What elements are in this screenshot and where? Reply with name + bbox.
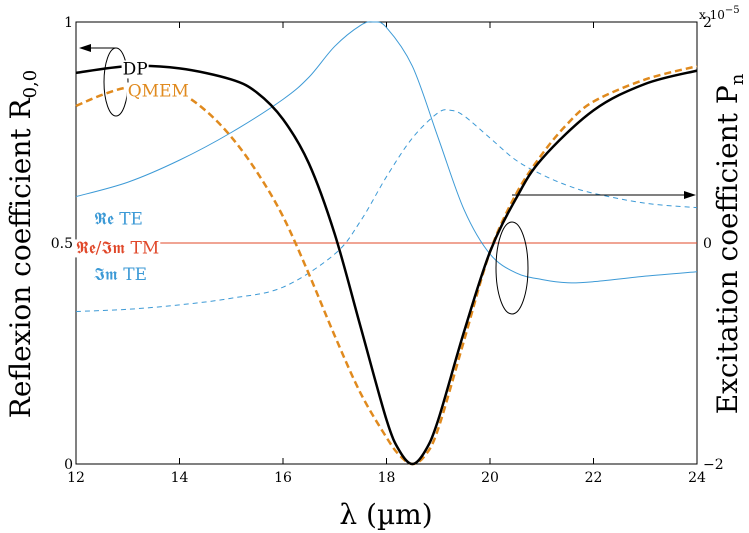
x-tick-label: 22: [585, 470, 603, 486]
left-axis-indicator-ellipse: [103, 47, 129, 117]
axis-indicators: [79, 44, 696, 315]
series-line-im-te: [75, 109, 698, 313]
x-tick-label: 14: [171, 470, 189, 486]
x-tick-label: 18: [378, 470, 396, 486]
right-arrow-icon: [684, 191, 696, 199]
y-left-tick-label: 0: [64, 457, 73, 473]
right-axis-label-sub: n: [727, 73, 748, 85]
x-tick-label: 24: [688, 470, 706, 486]
series-line-re-te: [75, 21, 698, 284]
annotation-background: [126, 82, 190, 101]
right-axis-multiplier-exp: −5: [725, 5, 740, 16]
series-line-dp: [75, 64, 698, 466]
y-left-tick-label: 0.5: [51, 236, 73, 252]
series-line-qmem: [75, 64, 698, 466]
right-axis-indicator-ellipse: [495, 221, 529, 315]
annotation-label: DP: [123, 59, 148, 79]
y-right-tick-label: 0: [703, 236, 712, 252]
x-axis-label: λ (µm): [339, 498, 432, 531]
x-tick-label: 20: [481, 470, 499, 486]
annotation-background: [93, 265, 149, 284]
annotation-background: [93, 210, 144, 229]
left-axis-label: Reflexion coefficient R0,0: [4, 70, 41, 419]
tick-labels: 12 14 16 18 20 22 24 0 0.5 1 −2 0 2: [51, 15, 724, 486]
series-annotations: DP QMEM 𝕽𝖊 TE 𝕽𝖊/𝕴𝖒 TM 𝕴𝖒 TE: [75, 59, 190, 285]
y-right-tick-label: −2: [703, 457, 724, 473]
y-left-tick-label: 1: [64, 15, 73, 31]
right-axis-multiplier: x 10−5: [699, 5, 740, 22]
annotation-label: 𝕽𝖊/𝕴𝖒 TM: [76, 238, 159, 258]
annotation-background: [121, 60, 149, 79]
annotation-label: 𝕽𝖊 TE: [94, 210, 143, 230]
left-axis-label-sub: 0,0: [20, 70, 41, 99]
series-lines: [75, 21, 698, 466]
y-right-tick-label: 2: [703, 15, 712, 31]
annotation-background: [75, 239, 161, 258]
left-arrow-icon: [79, 44, 91, 52]
annotation-label: QMEM: [128, 82, 189, 102]
annotation-label: 𝕴𝖒 TE: [94, 265, 147, 285]
x-tick-label: 16: [274, 470, 292, 486]
x-tick-label: 12: [67, 470, 85, 486]
right-axis-label: Excitation coefficient Pn: [711, 73, 748, 414]
